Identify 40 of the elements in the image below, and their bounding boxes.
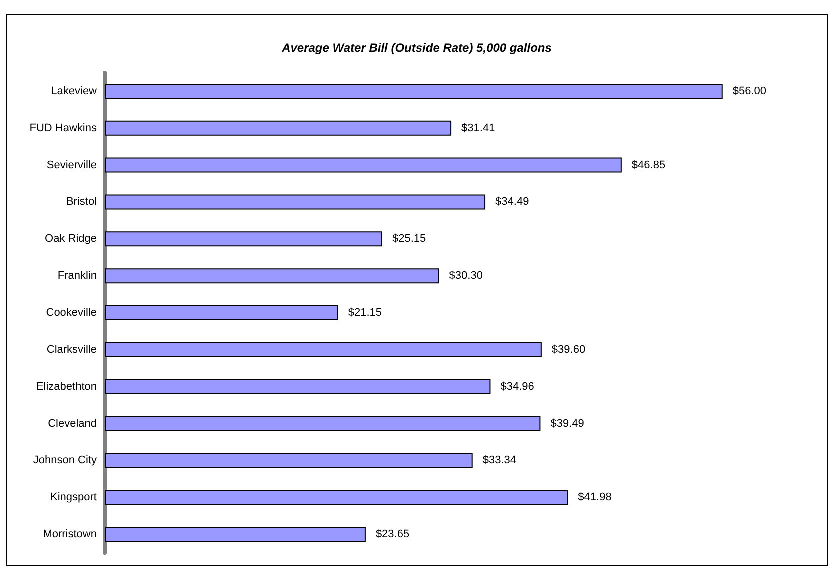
bar xyxy=(105,120,452,136)
bar xyxy=(105,416,541,432)
data-label: $56.00 xyxy=(732,85,767,98)
y-tick-label: FUD Hawkins xyxy=(30,122,98,134)
y-tick-label: Morristown xyxy=(43,528,97,541)
data-label: $39.60 xyxy=(552,344,586,356)
y-tick-label: Franklin xyxy=(58,270,97,282)
bar xyxy=(105,268,440,284)
data-label: $46.85 xyxy=(632,159,666,172)
y-tick-label: Bristol xyxy=(66,196,97,208)
y-tick-label: Elizabethton xyxy=(36,380,97,393)
bar xyxy=(105,379,491,394)
data-label: $23.65 xyxy=(376,528,410,541)
data-label: $33.34 xyxy=(482,454,517,467)
bar xyxy=(105,490,568,506)
bar xyxy=(105,527,366,542)
bar xyxy=(105,342,542,358)
data-label: $39.49 xyxy=(550,418,584,430)
bar xyxy=(105,453,473,468)
y-tick-label: Kingsport xyxy=(50,492,97,504)
data-label: $41.98 xyxy=(578,492,612,504)
data-label: $34.49 xyxy=(496,196,530,208)
data-label: $30.30 xyxy=(449,270,483,282)
data-label: $31.41 xyxy=(462,122,496,134)
bar xyxy=(105,158,622,173)
bar xyxy=(105,194,486,210)
data-label: $21.15 xyxy=(348,307,382,319)
y-tick-label: Lakeview xyxy=(51,85,98,98)
y-tick-label: Johnson City xyxy=(33,454,98,467)
chart-title: Average Water Bill (Outside Rate) 5,000 gallons xyxy=(281,41,552,55)
data-label: $34.96 xyxy=(500,380,534,393)
bar xyxy=(105,306,338,320)
data-label: $25.15 xyxy=(392,233,426,246)
y-tick-label: Cookeville xyxy=(46,307,97,319)
y-tick-label: Sevierville xyxy=(46,159,97,172)
bar xyxy=(105,84,723,99)
bar xyxy=(105,232,382,247)
y-tick-label: Clarksville xyxy=(46,344,97,356)
y-tick-label: Oak Ridge xyxy=(45,233,97,246)
y-tick-label: Cleveland xyxy=(48,418,97,430)
